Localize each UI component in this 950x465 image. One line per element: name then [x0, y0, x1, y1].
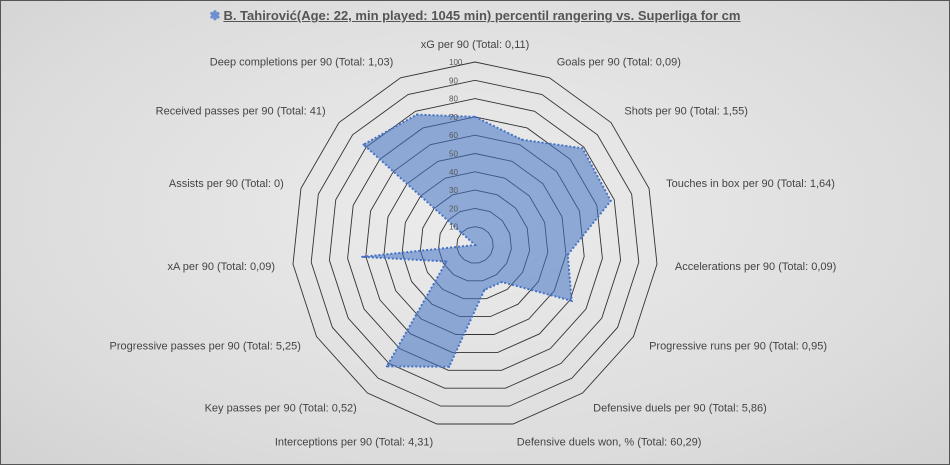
axis-label: Assists per 90 (Total: 0) — [169, 178, 284, 190]
tick-label: 90 — [449, 76, 458, 85]
axis-label: Touches in box per 90 (Total: 1,64) — [666, 178, 835, 190]
data-point — [520, 138, 523, 141]
data-point — [445, 260, 448, 263]
axis-label: Accelerations per 90 (Total: 0,09) — [675, 261, 836, 273]
data-point — [609, 199, 612, 202]
tick-label: 50 — [449, 150, 458, 159]
axis-label: Key passes per 90 (Total: 0,52) — [205, 403, 357, 415]
data-point — [361, 255, 364, 258]
tick-label: 20 — [449, 204, 458, 213]
data-point — [570, 299, 573, 302]
tick-label: 60 — [449, 131, 458, 140]
data-point — [566, 253, 569, 256]
data-point — [483, 288, 486, 291]
axis-label: Defensive duels per 90 (Total: 5,86) — [593, 403, 767, 415]
tick-label: 40 — [449, 168, 458, 177]
axis-label: Defensive duels won, % (Total: 60,29) — [517, 437, 702, 449]
data-point — [500, 281, 503, 284]
axis-label: Shots per 90 (Total: 1,55) — [624, 106, 748, 118]
grid-ring-90 — [310, 79, 640, 407]
axis-label: xG per 90 (Total: 0,11) — [421, 39, 530, 51]
series-area — [361, 113, 612, 368]
grid-ring-80 — [328, 98, 622, 389]
axis-label: xA per 90 (Total: 0,09) — [167, 261, 275, 273]
data-point — [474, 244, 476, 246]
axis-label: Received passes per 90 (Total: 41) — [156, 106, 326, 118]
data-point — [415, 113, 418, 116]
tick-label: 80 — [449, 95, 458, 104]
tick-label: 10 — [449, 223, 458, 232]
data-point — [362, 143, 365, 146]
tick-label: 30 — [449, 186, 458, 195]
chart-title: ✽ B. Tahirović(Age: 22, min played: 1045 … — [0, 8, 950, 24]
axis-label: Progressive runs per 90 (Total: 0,95) — [649, 341, 827, 353]
tick-label: 70 — [449, 113, 458, 122]
axis-label: Goals per 90 (Total: 0,09) — [557, 56, 681, 68]
data-point — [385, 365, 388, 368]
data-point — [581, 147, 584, 150]
gear-icon: ✽ — [209, 8, 221, 23]
axis-label: Progressive passes per 90 (Total: 5,25) — [110, 341, 301, 353]
data-point — [448, 365, 451, 368]
grid-ring-100 — [292, 61, 658, 425]
data-point — [474, 115, 476, 118]
tick-label: 100 — [449, 58, 463, 67]
axis-label: Deep completions per 90 (Total: 1,03) — [210, 56, 393, 68]
axis-label: Interceptions per 90 (Total: 4,31) — [275, 437, 433, 449]
chart-title-text: B. Tahirović(Age: 22, min played: 1045 m… — [223, 8, 741, 23]
